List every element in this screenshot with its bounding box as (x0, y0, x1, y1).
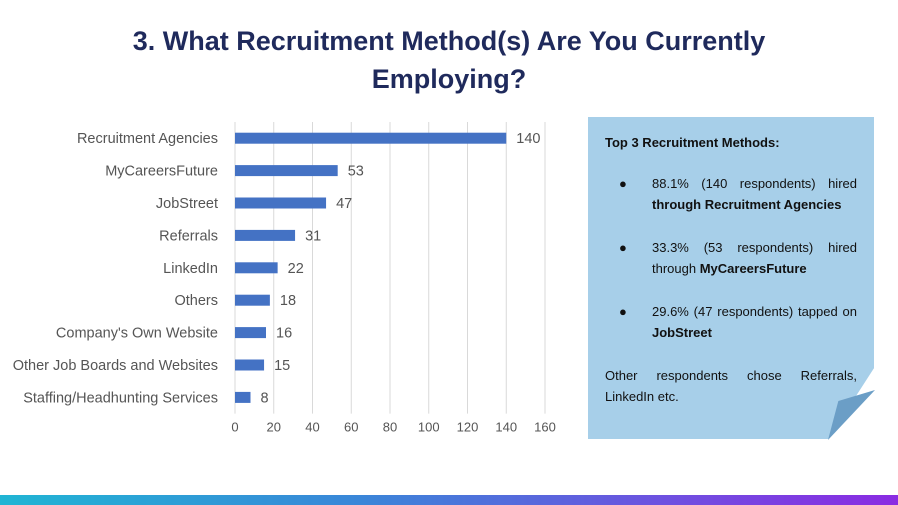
x-tick-label: 0 (231, 420, 238, 435)
note-item: ● 88.1% (140 respondents) hired through … (605, 173, 857, 215)
x-tick-label: 40 (305, 420, 319, 435)
bar (235, 294, 270, 306)
x-tick-label: 100 (418, 420, 440, 435)
title-line-2: Employing? (371, 64, 527, 94)
bullet-icon: ● (619, 304, 627, 319)
summary-note-background (588, 117, 874, 439)
bar (235, 391, 251, 403)
data-label: 22 (288, 261, 304, 277)
x-tick-label: 80 (383, 420, 397, 435)
note-item-text: 88.1% (140 respondents) hired (652, 176, 857, 191)
bar (235, 262, 278, 274)
data-label: 47 (336, 196, 352, 212)
x-tick-label: 120 (457, 420, 479, 435)
category-label: LinkedIn (163, 261, 218, 277)
bar (235, 359, 265, 371)
note-item-bold: JobStreet (652, 325, 712, 340)
bar (235, 165, 338, 177)
x-tick-label: 160 (534, 420, 556, 435)
data-label: 15 (274, 358, 290, 374)
data-label: 8 (261, 390, 269, 406)
note-item: ● 33.3% (53 respondents) hired through M… (605, 237, 857, 279)
note-item-text: 29.6% (47 respondents) tapped on (652, 304, 857, 319)
note-heading: Top 3 Recruitment Methods: (605, 135, 780, 150)
bar-chart: 0 20 40 60 80 100 120 140 160 Recruitment Agencie… (13, 122, 556, 435)
category-label: Company's Own Website (56, 326, 218, 342)
data-label: 16 (276, 326, 292, 342)
bullet-icon: ● (619, 240, 627, 255)
footer-gradient-bar (0, 495, 898, 505)
summary-note: Top 3 Recruitment Methods: ● 88.1% (140 … (605, 132, 857, 407)
category-label: Other Job Boards and Websites (13, 358, 218, 374)
bar (235, 229, 296, 241)
page-title: 3. What Recruitment Method(s) Are You Cu… (40, 22, 858, 98)
note-list: ● 88.1% (140 respondents) hired through … (605, 173, 857, 343)
data-label: 53 (348, 164, 364, 180)
bullet-icon: ● (619, 176, 627, 191)
note-item-bold: MyCareersFuture (699, 261, 807, 276)
category-label: Others (174, 293, 218, 309)
note-footer: Other respondents chose Referrals, Linke… (605, 368, 857, 404)
data-label: 31 (305, 228, 321, 244)
note-item: ● 29.6% (47 respondents) tapped on JobSt… (605, 301, 857, 343)
x-tick-label: 20 (267, 420, 281, 435)
category-label: Recruitment Agencies (77, 131, 218, 147)
x-tick-label: 60 (344, 420, 358, 435)
note-item-text: 33.3% (53 respondents) hired through (652, 240, 857, 276)
bar (235, 327, 266, 339)
category-label: Referrals (159, 228, 218, 244)
category-label: Staffing/Headhunting Services (23, 390, 218, 406)
x-tick-label: 140 (495, 420, 517, 435)
category-label: MyCareersFuture (105, 164, 218, 180)
category-label: JobStreet (156, 196, 218, 212)
note-item-bold: through Recruitment Agencies (652, 197, 842, 212)
bar (235, 132, 507, 144)
data-label: 140 (516, 131, 540, 147)
data-label: 18 (280, 293, 296, 309)
bar (235, 197, 327, 209)
title-line-1: 3. What Recruitment Method(s) Are You Cu… (132, 26, 766, 56)
